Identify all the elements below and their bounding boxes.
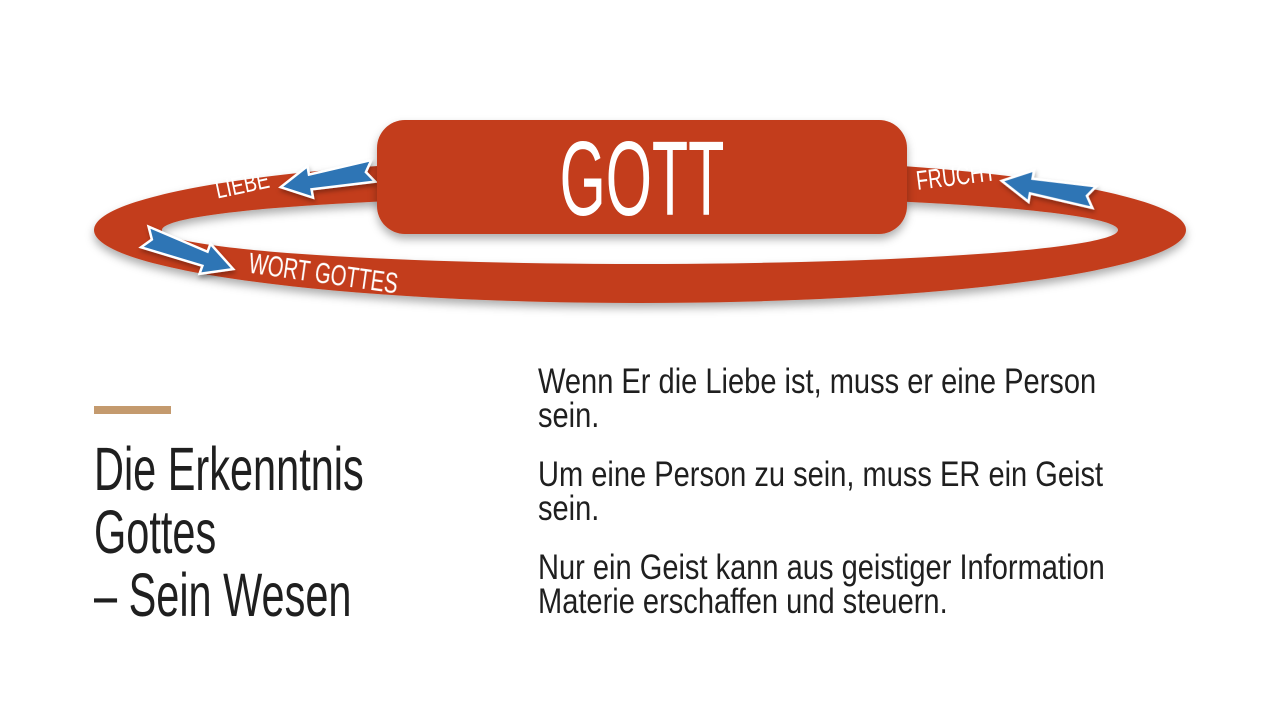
wort-gottes-label: WORT GOTTES	[247, 247, 400, 300]
body-paragraph-3: Nur ein Geist kann aus geistiger Informa…	[538, 548, 1105, 621]
slide-title-line-3: – Sein Wesen	[94, 561, 352, 629]
title-accent-bar	[94, 406, 171, 414]
body-paragraph-2: Um eine Person zu sein, muss ER ein Geis…	[538, 455, 1104, 528]
slide-title: Die Erkenntnis Gottes – Sein Wesen	[94, 438, 364, 627]
slide-title-line-2: Gottes	[94, 498, 217, 566]
cycle-ring	[93, 156, 1187, 304]
gott-cycle-diagram: LIEBE FRUCHT WORT GOTTES GOTT	[93, 120, 1187, 304]
slide-title-line-1: Die Erkenntnis	[94, 435, 364, 503]
wort-gottes-arrow-icon	[138, 224, 236, 276]
gott-label: GOTT	[560, 120, 725, 238]
body-text-block: Wenn Er die Liebe ist, muss er eine Pers…	[538, 362, 1156, 644]
body-paragraph-1: Wenn Er die Liebe ist, muss er eine Pers…	[538, 362, 1097, 435]
gott-box	[377, 120, 907, 234]
liebe-arrow-icon	[278, 158, 378, 200]
frucht-arrow-icon	[999, 168, 1099, 210]
